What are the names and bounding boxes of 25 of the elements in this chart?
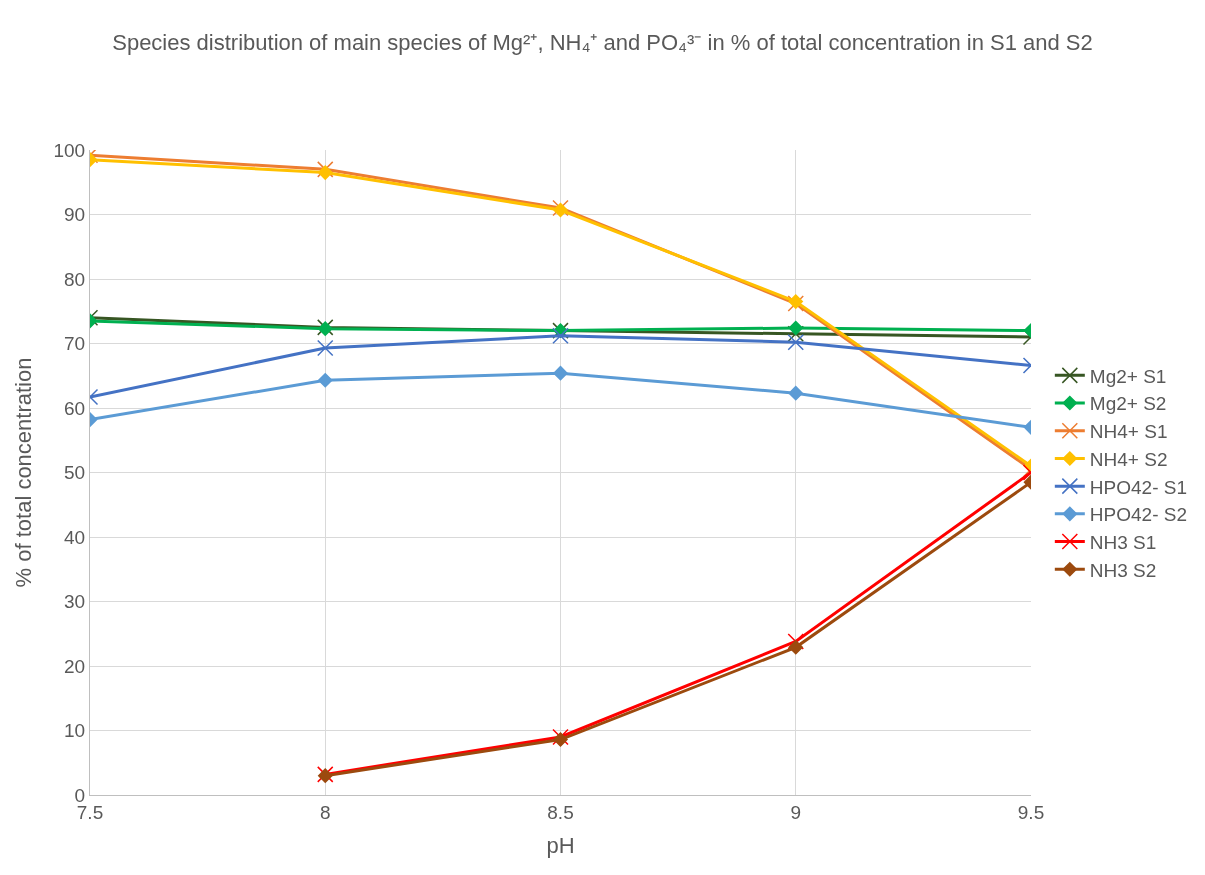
y-tick-label: 40: [64, 526, 86, 548]
legend-label: NH4+ S1: [1089, 421, 1168, 443]
x-axis-title: pH: [546, 832, 575, 858]
chart-title: Species distribution of main species of Mg²⁺, NH₄⁺ and PO₄³⁻ in % of total concentration in S1 and S2: [112, 30, 1093, 56]
y-tick-label: 30: [64, 591, 86, 613]
y-tick-label: 100: [53, 139, 86, 161]
y-tick-label: 90: [64, 204, 86, 226]
legend-label: HPO42- S2: [1089, 504, 1187, 526]
y-tick-label: 10: [64, 720, 86, 742]
x-tick-label: 9.5: [1017, 801, 1045, 823]
y-tick-label: 80: [64, 268, 86, 290]
x-tick-label: 8.5: [547, 801, 574, 823]
legend-label: HPO42- S1: [1089, 476, 1187, 498]
y-tick-label: 60: [64, 397, 86, 419]
y-axis-title: % of total concentration: [11, 357, 37, 588]
y-tick-label: 50: [64, 462, 86, 484]
legend-label: NH3 S1: [1089, 531, 1157, 553]
y-tick-label: 70: [64, 333, 86, 355]
y-tick-label: 20: [64, 655, 86, 677]
x-tick-label: 9: [790, 801, 802, 823]
legend-label: NH3 S2: [1089, 559, 1157, 581]
legend-label: Mg2+ S1: [1089, 365, 1167, 387]
x-tick-label: 8: [319, 801, 331, 823]
legend-label: NH4+ S2: [1089, 448, 1168, 470]
legend-label: Mg2+ S2: [1089, 393, 1167, 415]
